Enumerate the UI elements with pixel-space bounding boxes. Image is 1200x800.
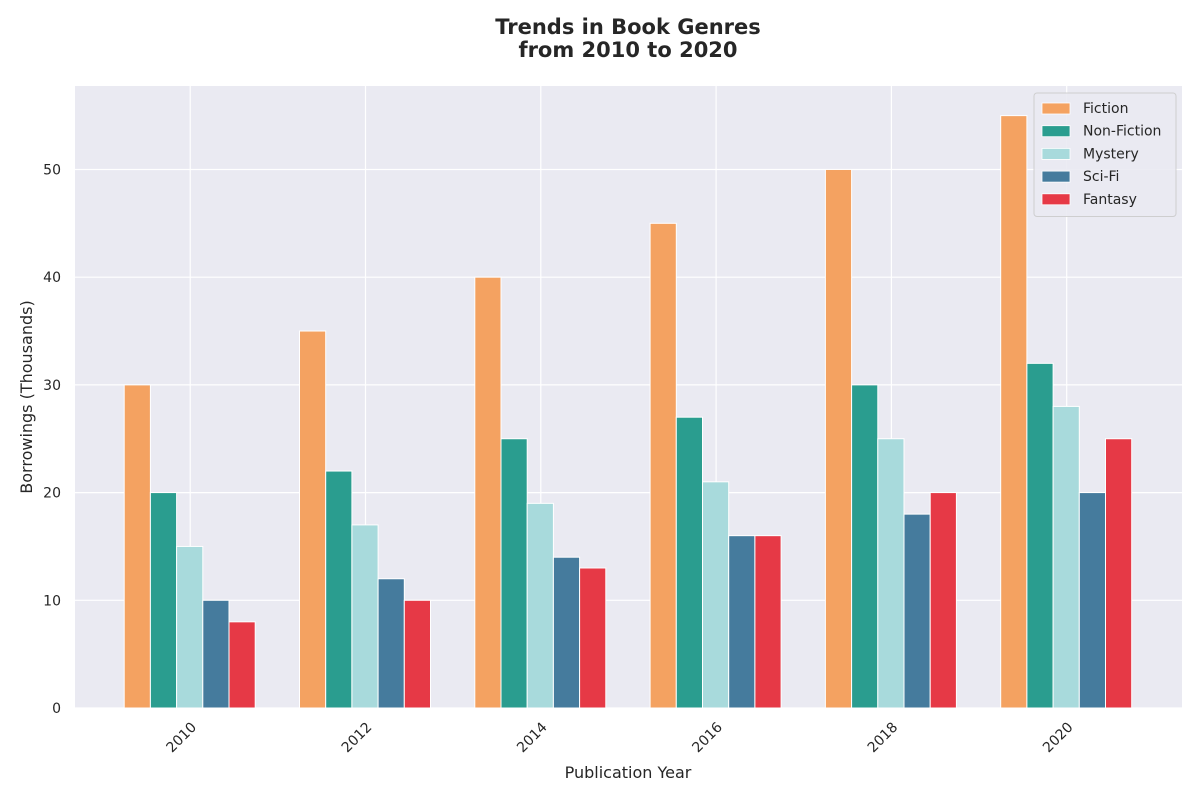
bar-mystery-2012 (351, 524, 379, 709)
x-tick-label: 2018 (865, 720, 902, 757)
legend-entry: Fantasy (1083, 192, 1137, 208)
y-axis-ticks: 0 10 20 30 40 50 (43, 162, 61, 717)
legend-entry: Fiction (1083, 101, 1128, 117)
bar-fiction-2016 (649, 222, 677, 709)
bar-sci-fi-2018 (903, 513, 931, 709)
bar-non-fiction-2014 (500, 438, 528, 709)
legend-swatch (1041, 102, 1071, 115)
y-tick-label: 30 (43, 378, 61, 394)
bar-fantasy-2014 (579, 567, 607, 709)
y-tick-label: 10 (43, 593, 61, 609)
bar-fantasy-2012 (403, 599, 431, 709)
bar-fantasy-2010 (228, 621, 256, 709)
bar-sci-fi-2010 (202, 599, 230, 709)
bar-non-fiction-2018 (851, 384, 879, 709)
bar-mystery-2010 (176, 545, 204, 709)
x-axis-label: Publication Year (565, 763, 692, 782)
legend-swatch (1041, 147, 1071, 160)
bar-mystery-2016 (702, 481, 730, 709)
bar-non-fiction-2020 (1026, 362, 1054, 709)
bar-fiction-2018 (824, 168, 853, 709)
bar-non-fiction-2012 (325, 470, 353, 709)
legend-swatch (1041, 193, 1071, 206)
bar-fantasy-2016 (754, 535, 782, 709)
bar-fantasy-2018 (929, 492, 957, 709)
plot-area (75, 86, 1182, 708)
bar-non-fiction-2010 (149, 492, 178, 709)
x-tick-label: 2010 (164, 720, 201, 757)
bar-fiction-2010 (123, 384, 151, 709)
bar-sci-fi-2014 (552, 556, 581, 709)
y-axis-label: Borrowings (Thousands) (17, 300, 36, 493)
bar-mystery-2018 (877, 438, 905, 709)
bar-sci-fi-2012 (377, 578, 405, 709)
x-axis-ticks: 2010 2012 2014 2016 2018 2020 (164, 719, 1077, 756)
chart-title-line-1: Trends in Book Genres (495, 15, 761, 39)
bar-sci-fi-2020 (1078, 492, 1107, 709)
legend-entry: Mystery (1083, 146, 1139, 162)
legend-swatch (1041, 170, 1071, 183)
y-tick-label: 50 (43, 162, 61, 178)
bar-sci-fi-2016 (728, 535, 756, 709)
bar-fantasy-2020 (1105, 438, 1133, 709)
bar-fiction-2014 (474, 276, 502, 709)
y-tick-label: 20 (43, 486, 61, 502)
legend-entry: Sci-Fi (1083, 169, 1119, 185)
y-tick-label: 40 (43, 270, 61, 286)
bar-mystery-2020 (1052, 405, 1080, 709)
legend-box (1033, 92, 1177, 217)
y-tick-label: 0 (52, 701, 61, 717)
x-tick-label: 2012 (339, 720, 376, 757)
bar-mystery-2014 (526, 502, 554, 709)
bar-non-fiction-2016 (675, 416, 703, 709)
legend-swatch (1041, 125, 1071, 138)
legend-entry: Non-Fiction (1083, 124, 1161, 140)
bars (123, 115, 1133, 709)
bar-fiction-2020 (1000, 115, 1028, 709)
legend: Fiction Non-Fiction Mystery Sci-Fi Fantasy (1033, 92, 1177, 217)
bar-fiction-2012 (299, 330, 327, 709)
x-tick-label: 2014 (514, 719, 551, 756)
x-tick-label: 2020 (1040, 720, 1077, 757)
chart-title-line-2: from 2010 to 2020 (518, 38, 737, 62)
x-tick-label: 2016 (689, 719, 726, 756)
